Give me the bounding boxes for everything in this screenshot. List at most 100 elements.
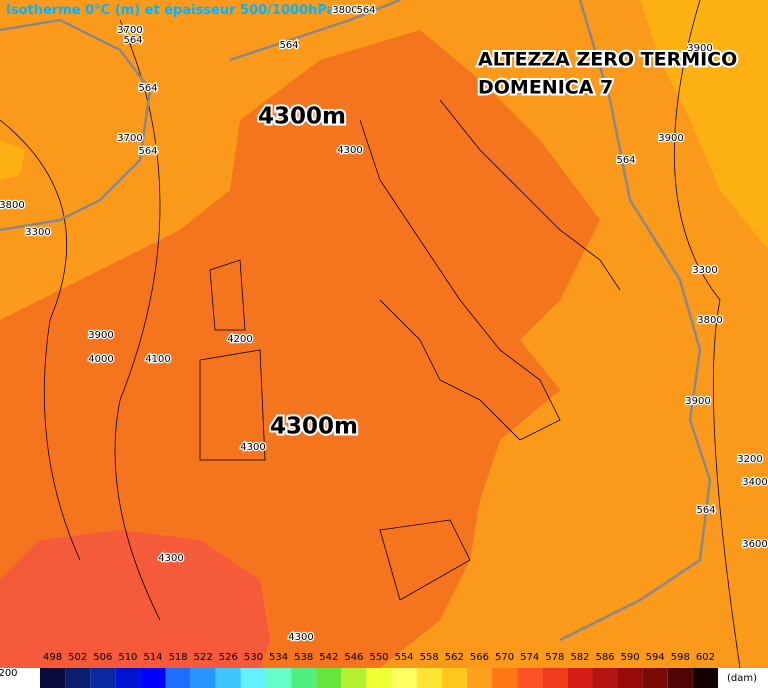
colorbar-swatch — [215, 668, 241, 688]
colorbar-swatch — [291, 668, 317, 688]
contour-label: 3800 — [697, 315, 722, 326]
colorbar-label: 530 — [244, 652, 263, 663]
contour-label: 3800 — [332, 5, 357, 16]
contour-label: 564 — [616, 155, 635, 166]
colorbar-swatch — [667, 668, 693, 688]
colorbar-label: 522 — [194, 652, 213, 663]
colorbar-swatch — [40, 668, 66, 688]
warm-zone — [0, 140, 25, 180]
colorbar-swatch — [366, 668, 392, 688]
colorbar-label: 590 — [621, 652, 640, 663]
thickness-line — [0, 18, 152, 232]
contour-label: 3700 — [117, 25, 142, 36]
colorbar-swatch — [542, 668, 568, 688]
contour-label: 3300 — [25, 227, 50, 238]
colorbar-swatch — [492, 668, 518, 688]
colorbar-swatch — [316, 668, 342, 688]
contour-label: 564 — [279, 40, 298, 51]
coastline — [359, 119, 561, 441]
overlay-title: ALTEZZA ZERO TERMICO — [478, 49, 737, 71]
contour-label: 3300 — [692, 265, 717, 276]
isotherm — [673, 0, 741, 669]
colorbar-label: 554 — [395, 652, 414, 663]
colorbar-swatch — [391, 668, 417, 688]
colorbar-label: 586 — [595, 652, 614, 663]
colorbar-swatch — [692, 668, 718, 688]
hot-zone — [0, 530, 270, 668]
contour-label: 4000 — [88, 354, 113, 365]
colorbar-swatch — [466, 668, 492, 688]
contour-label: 4300 — [240, 442, 265, 453]
colorbar-label: 602 — [696, 652, 715, 663]
coastline — [209, 259, 246, 331]
map-title: Isotherme 0°C (m) et épaisseur 500/1000h… — [6, 3, 335, 18]
contour-label: 4300 — [288, 632, 313, 643]
colorbar-swatch — [517, 668, 543, 688]
thickness-line — [229, 0, 401, 62]
colorbar-label: 574 — [520, 652, 539, 663]
contour-label: 564 — [356, 5, 375, 16]
colorbar-label: 506 — [93, 652, 112, 663]
warm-zone — [0, 30, 600, 668]
overlay-subtitle: DOMENICA 7 — [478, 77, 613, 99]
colorbar-swatch — [240, 668, 266, 688]
colorbar-swatch — [65, 668, 91, 688]
contour-label: 3700 — [117, 133, 142, 144]
highlight-label: 4300m — [258, 104, 346, 130]
thickness-line — [559, 0, 712, 642]
colorbar-label: 546 — [344, 652, 363, 663]
colorbar-label: 570 — [495, 652, 514, 663]
colorbar-label: 526 — [219, 652, 238, 663]
contour-label: 3200 — [737, 454, 762, 465]
colorbar-label: 510 — [118, 652, 137, 663]
coastline — [199, 349, 266, 461]
isotherm — [114, 19, 161, 621]
colorbar-label: 518 — [169, 652, 188, 663]
colorbar-label: 566 — [470, 652, 489, 663]
colorbar-swatch — [140, 668, 166, 688]
colorbar-swatch — [416, 668, 442, 688]
colorbar-unit: (dam) — [727, 673, 757, 684]
colorbar-label: 502 — [68, 652, 87, 663]
colorbar-swatch — [592, 668, 618, 688]
colorbar-swatch — [642, 668, 668, 688]
highlight-label: 4300m — [270, 414, 358, 440]
colorbar-label: 538 — [294, 652, 313, 663]
contour-label: 564 — [123, 35, 142, 46]
colorbar-label: 562 — [445, 652, 464, 663]
colorbar-label: 550 — [369, 652, 388, 663]
colorbar-label: 514 — [143, 652, 162, 663]
contour-label: 3900 — [687, 43, 712, 54]
colorbar-label: 578 — [545, 652, 564, 663]
colorbar-swatch — [90, 668, 116, 688]
colorbar-swatch — [165, 668, 191, 688]
colorbar-swatch — [617, 668, 643, 688]
contour-label: 3800 — [0, 200, 25, 211]
colorbar-label: 558 — [420, 652, 439, 663]
contour-label: 4300 — [337, 145, 362, 156]
contour-label: 3400 — [742, 477, 767, 488]
colorbar-swatch — [190, 668, 216, 688]
contour-label: 3600 — [742, 539, 767, 550]
colorbar-label: 598 — [671, 652, 690, 663]
thickness-lines — [0, 0, 712, 642]
coastline — [379, 519, 471, 601]
colorbar-label: 498 — [43, 652, 62, 663]
colorbar-swatch — [266, 668, 292, 688]
contour-label: 4200 — [227, 334, 252, 345]
coastlines — [0, 0, 741, 669]
colorbar-swatch — [341, 668, 367, 688]
contour-label: 564 — [138, 146, 157, 157]
isotherm — [0, 119, 81, 561]
contour-label: 564 — [696, 505, 715, 516]
colorbar-swatch — [567, 668, 593, 688]
colorbar-label: 542 — [319, 652, 338, 663]
contour-label: 200 — [0, 668, 18, 679]
colorbar-label: 582 — [570, 652, 589, 663]
contour-label: 3900 — [685, 396, 710, 407]
contour-label: 4300 — [158, 553, 183, 564]
colorbar-label: 594 — [646, 652, 665, 663]
contour-label: 4100 — [145, 354, 170, 365]
